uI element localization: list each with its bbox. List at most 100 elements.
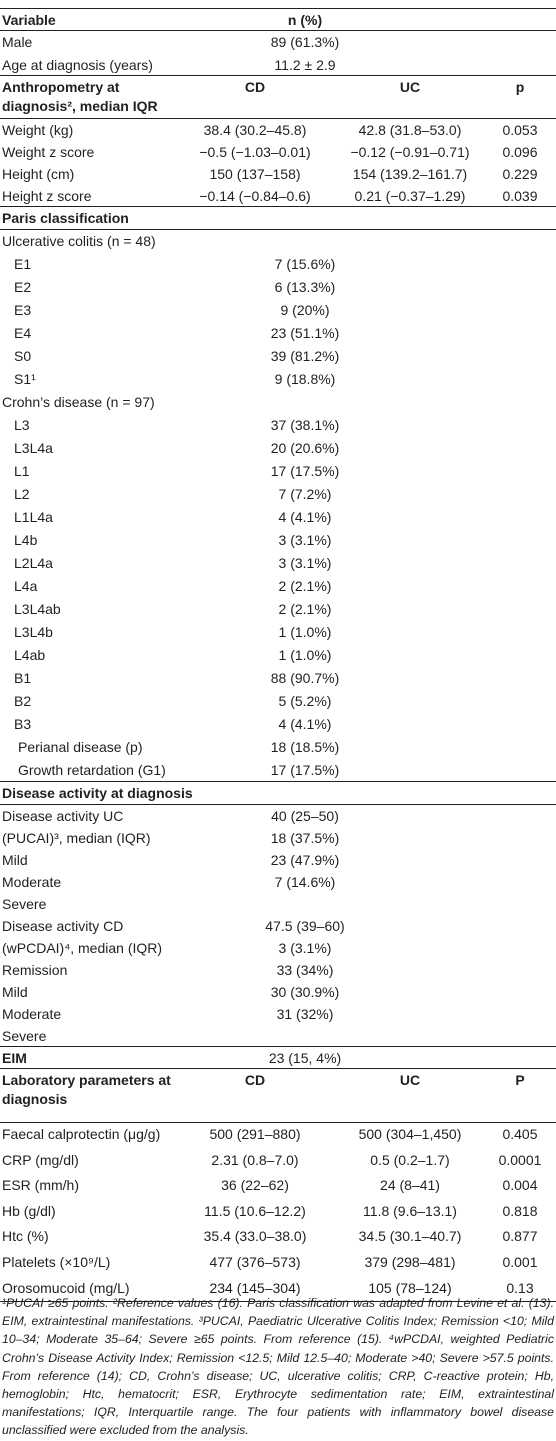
table-row: E1 7 (15.6%) [0, 253, 556, 276]
row-label: L4b [14, 531, 38, 548]
cd-value: −0.14 (−0.84–0.6) [199, 188, 311, 204]
table-row: L4b 3 (3.1%) [0, 529, 556, 552]
table-row: E3 9 (20%) [0, 299, 556, 322]
row-label: L1L4a [14, 508, 53, 525]
value: n (%) [287, 12, 323, 28]
uc-value: 34.5 (30.1–40.7) [358, 1228, 462, 1245]
table-row: Paris classification [0, 207, 556, 230]
group-label: Crohn’s disease (n = 97) [2, 393, 155, 410]
value: 5 (5.2%) [278, 692, 332, 709]
section-title: Paris classification [2, 210, 129, 226]
row-label: Disease activity UC [2, 807, 124, 824]
table-row: Crohn’s disease (n = 97) [0, 391, 556, 414]
table-row: Height z score −0.14 (−0.84–0.6) 0.21 (−0.… [0, 185, 556, 207]
row-label: Severe [2, 1027, 47, 1044]
table-row: Variable n (%) [0, 9, 556, 31]
p-value: 0.039 [502, 188, 538, 204]
row-label: Mild [2, 983, 28, 1000]
value: 1 (1.0%) [278, 623, 332, 640]
value: 20 (20.6%) [270, 439, 340, 456]
value: 88 (90.7%) [270, 669, 340, 686]
p-value: 0.053 [502, 122, 538, 138]
section-title: Disease activity at diagnosis [2, 784, 193, 801]
row-label: Variable [2, 12, 56, 28]
cd-value: 36 (22–62) [221, 1177, 289, 1194]
uc-value: 500 (304–1,450) [358, 1126, 462, 1142]
uc-value: UC [399, 79, 421, 95]
row-label: S0 [14, 347, 32, 364]
cd-value: CD [244, 79, 266, 95]
cd-value: CD [244, 1072, 266, 1088]
row-label: Height (cm) [2, 166, 75, 182]
cd-value: 38.4 (30.2–45.8) [203, 122, 307, 138]
row-label: Moderate [2, 1005, 62, 1022]
value: 23 (51.1%) [270, 324, 340, 341]
table-row: Moderate 31 (32%) [0, 1003, 556, 1025]
table-row: L3L4b 1 (1.0%) [0, 621, 556, 644]
table-row: Laboratory parameters at diagnosis CD UC P [0, 1069, 556, 1123]
row-label: Orosomucoid (mg/L) [2, 1279, 130, 1296]
value: 9 (20%) [280, 301, 330, 318]
row-label: Platelets (×10⁹/L) [2, 1253, 111, 1270]
p-value: 0.405 [502, 1126, 538, 1142]
table-row: B2 5 (5.2%) [0, 690, 556, 713]
cd-value: −0.5 (−1.03–0.01) [199, 144, 311, 160]
cd-value: 2.31 (0.8–7.0) [211, 1151, 299, 1168]
table-row: Age at diagnosis (years) 11.2 ± 2.9 [0, 54, 556, 76]
row-label: E3 [14, 301, 32, 318]
table-row: Disease activity UC 40 (25–50) [0, 805, 556, 827]
table-row: Disease activity CD 47.5 (39–60) [0, 915, 556, 937]
table-row: CRP (mg/dl) 2.31 (0.8–7.0) 0.5 (0.2–1.7) 0.… [0, 1149, 556, 1175]
cd-value: 35.4 (33.0–38.0) [203, 1228, 307, 1245]
table-row: Ulcerative colitis (n = 48) [0, 230, 556, 253]
value: 3 (3.1%) [278, 554, 332, 571]
row-label: Htc (%) [2, 1228, 49, 1245]
row-label: (wPCDAI)⁴, median (IQR) [2, 939, 163, 956]
row-label: L4ab [14, 646, 46, 663]
table-row: Hb (g/dl) 11.5 (10.6–12.2) 11.8 (9.6–13.1)… [0, 1200, 556, 1226]
uc-value: 105 (78–124) [368, 1279, 452, 1296]
value: 23 (15, 4%) [268, 1049, 342, 1066]
row-label: Mild [2, 851, 28, 868]
row-label: L4a [14, 577, 38, 594]
row-label: Height z score [2, 188, 92, 204]
table-row: Moderate 7 (14.6%) [0, 871, 556, 893]
value: 11.2 ± 2.9 [274, 56, 336, 73]
table: Variable n (%) Male 89 (61.3%) Age at diagno… [0, 8, 556, 1303]
table-row: Severe [0, 893, 556, 915]
row-label: B3 [14, 715, 32, 732]
row-label: ESR (mm/h) [2, 1177, 79, 1194]
table-row: S1¹ 9 (18.8%) [0, 368, 556, 391]
table-row: Growth retardation (G1) 17 (17.5%) [0, 759, 556, 782]
row-label: Weight z score [2, 144, 95, 160]
table-row: L1L4a 4 (4.1%) [0, 506, 556, 529]
row-label: L3L4ab [14, 600, 61, 617]
group-label: Ulcerative colitis (n = 48) [2, 232, 156, 249]
row-label: L2 [14, 485, 30, 502]
table-row: S0 39 (81.2%) [0, 345, 556, 368]
row-label: L3L4a [14, 439, 53, 456]
table-row: Mild 30 (30.9%) [0, 981, 556, 1003]
footnote: ¹PUCAI ≥65 points. ²Reference values (16… [2, 1296, 554, 1438]
uc-value: 0.5 (0.2–1.7) [370, 1151, 450, 1168]
uc-value: UC [399, 1072, 421, 1088]
value: 23 (47.9%) [270, 851, 340, 868]
p-value: 0.13 [506, 1279, 534, 1296]
p-value: 0.877 [502, 1228, 538, 1245]
row-label: Hb (g/dl) [2, 1202, 56, 1219]
table-row: L3L4a 20 (20.6%) [0, 437, 556, 460]
table-row: L3L4ab 2 (2.1%) [0, 598, 556, 621]
table-row: B1 88 (90.7%) [0, 667, 556, 690]
value: 37 (38.1%) [270, 416, 340, 433]
p-value: p [515, 79, 525, 95]
value: 89 (61.3%) [270, 34, 340, 50]
row-label: Weight (kg) [2, 122, 74, 138]
p-value: P [515, 1072, 525, 1088]
table-row: L4a 2 (2.1%) [0, 575, 556, 598]
value: 4 (4.1%) [278, 715, 332, 732]
cd-value: 11.5 (10.6–12.2) [204, 1202, 306, 1219]
value: 4 (4.1%) [278, 508, 332, 525]
table-row: ESR (mm/h) 36 (22–62) 24 (8–41) 0.004 [0, 1174, 556, 1200]
table-row: Perianal disease (p) 18 (18.5%) [0, 736, 556, 759]
p-value: 0.001 [502, 1253, 538, 1270]
